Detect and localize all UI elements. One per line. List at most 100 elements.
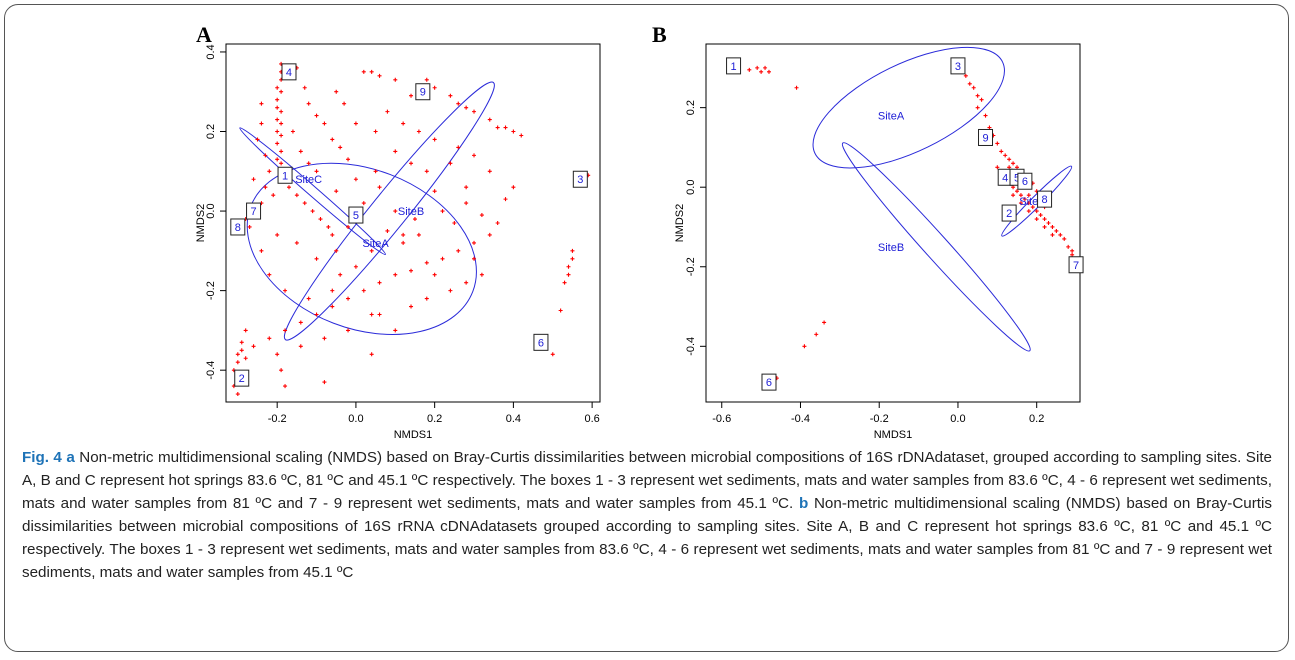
panel-a-data-point [401, 240, 406, 245]
panel-a-ellipse-siteb [283, 81, 495, 341]
panel-b-data-point [999, 149, 1004, 154]
panel-a-data-point [330, 232, 335, 237]
panel-b-box-label: 6 [1022, 176, 1028, 188]
panel-a-letter: A [196, 22, 212, 47]
panel-a-data-point [479, 272, 484, 277]
panel-b-ytick-label: -0.2 [685, 257, 697, 276]
panel-a-box-label-frame [415, 83, 431, 101]
panel-a-box-label: 6 [538, 337, 544, 349]
panel-a-data-point [369, 312, 374, 317]
panel-a-data-point [353, 121, 358, 126]
panel-a-data-point [519, 133, 524, 138]
panel-b-data-point [963, 73, 968, 78]
panel-a-data-point [283, 288, 288, 293]
panel-a-data-point [487, 232, 492, 237]
panel-a-data-point [401, 121, 406, 126]
panel-a-plot-frame [225, 43, 601, 403]
panel-a-data-point [334, 248, 339, 253]
panel-a-data-point [424, 169, 429, 174]
panel-a-data-point [263, 185, 268, 190]
panel-b-data-point [1050, 224, 1055, 229]
panel-a-data-point [385, 228, 390, 233]
panel-b-data-point [1046, 221, 1051, 225]
panel-a-data-point [298, 344, 303, 349]
panel-a-data-point [239, 340, 244, 345]
panel-a-data-point [566, 272, 571, 277]
panel-a-data-point [361, 69, 366, 74]
panel-a-data-point [243, 328, 248, 333]
panel-a-data-point [334, 89, 339, 94]
panel-a-data-point [562, 280, 567, 285]
panel-b-data-point [1050, 232, 1055, 237]
panel-a-data-point [416, 129, 421, 134]
panel-b-data-point [1042, 217, 1047, 222]
panel-a-data-point [279, 89, 284, 94]
panel-a-data-point [259, 121, 264, 126]
panel-a-box-label: 7 [250, 206, 256, 218]
panel-a-data-point [511, 129, 516, 134]
panel-b-data-point [759, 69, 764, 74]
panel-a-box-label-frame [246, 202, 262, 220]
panel-a-data-point [373, 169, 378, 174]
panel-b-box-label: 2 [1006, 208, 1012, 220]
panel-a-data-point [283, 328, 288, 333]
figure-frame [4, 4, 1289, 652]
panel-b-data-point [1011, 185, 1016, 190]
panel-a-ellipse-label: SiteA [362, 238, 389, 250]
panel-a-box-label: 4 [286, 67, 292, 79]
panel-a-box-label: 1 [282, 170, 288, 182]
panel-a-xtick-label: 0.4 [506, 413, 521, 425]
panel-b-xtick-label: -0.2 [870, 413, 889, 425]
figure-svg: A B -0.2 0.0 0.2 0.4 0.6 -0.4 -0.2 0.0 0.2 0.4 NMD… [195, 22, 1084, 441]
panel-a-data-point [479, 213, 484, 218]
panel-a-data-point [286, 185, 291, 190]
panel-a-data-point [377, 185, 382, 190]
panel-a-data-point [326, 224, 331, 229]
panel-b-data-point [1015, 189, 1020, 194]
panel-a-data-point [472, 109, 477, 114]
panel-a-box-label-frame [281, 63, 297, 81]
panel-a-data-point [412, 217, 417, 222]
panel-a-data-point [330, 288, 335, 293]
panel-a-data-point [464, 105, 469, 110]
panel-a-data-point [385, 109, 390, 114]
panel-b-data-point [1038, 213, 1043, 218]
panel-a-data-point [353, 177, 358, 182]
panel-a-box-label: 3 [577, 174, 583, 186]
panel-a-box-label-frame [234, 369, 250, 387]
panel-a-xtick-label: 0.0 [348, 413, 363, 425]
panel-a-data-point [369, 69, 374, 74]
panel-b-box-label-frame [950, 57, 966, 75]
panel-a-data-point [377, 312, 382, 317]
panel-a-data-point [550, 352, 555, 357]
panel-a-data-point [330, 304, 335, 309]
panel-a-data-point [302, 201, 307, 206]
panel-b-box-label: 7 [1073, 260, 1079, 272]
panel-a-data-point [440, 209, 445, 214]
panel-a-data-point [377, 73, 382, 78]
panel-b-ellipse-siteb [841, 142, 1031, 352]
panel-a-data-point [409, 268, 414, 273]
panel-a-data-point [361, 288, 366, 293]
panel-b-chart: -0.6 -0.4 -0.2 0.0 0.2 -0.4 -0.2 0.0 0.2 NMDS1 NMD… [674, 43, 1084, 441]
panel-a-data-point [279, 109, 284, 114]
panel-a-data-point [464, 280, 469, 285]
panel-a-data-point [353, 264, 358, 269]
panel-a-data-point [503, 197, 508, 202]
panel-b-box-label: 8 [1042, 194, 1048, 206]
panel-b-data-point [1018, 201, 1023, 206]
caption-b-text: Non-metric multidimensional scaling (NMD… [22, 495, 1272, 581]
panel-a-data-point [294, 240, 299, 245]
panel-a-box-label: 9 [420, 87, 426, 99]
panel-a-ytick-label: -0.4 [205, 361, 217, 380]
panel-a-data-point [401, 232, 406, 237]
panel-b-data-point [1034, 217, 1039, 222]
panel-b-data-point [979, 97, 984, 102]
panel-a-data-point [267, 272, 272, 277]
caption-label: Fig. 4 [22, 449, 62, 466]
panel-a-data-point [275, 129, 280, 134]
panel-b-data-point [971, 85, 976, 90]
panel-b-box-label: 3 [955, 61, 961, 73]
panel-a-data-point [503, 125, 508, 130]
panel-b-xtick-label: 0.2 [1029, 413, 1044, 425]
